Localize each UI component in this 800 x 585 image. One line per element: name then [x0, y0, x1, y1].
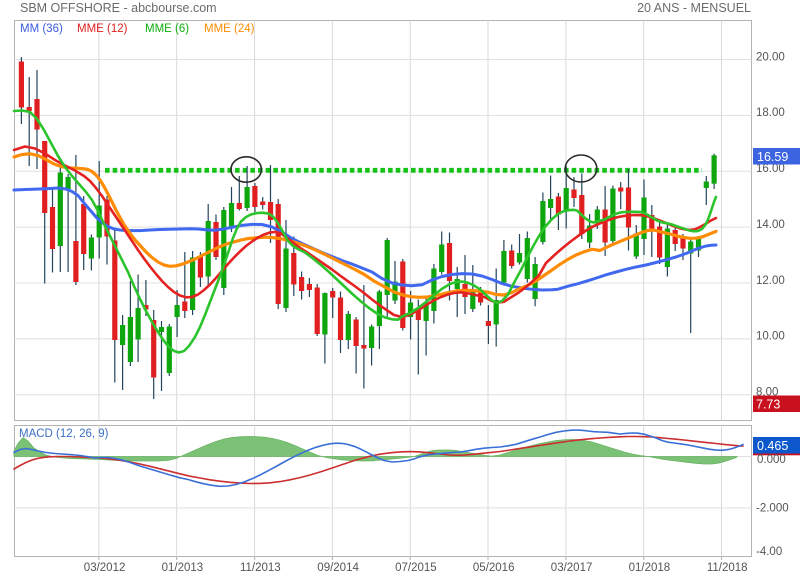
svg-text:16.00: 16.00	[756, 163, 785, 175]
svg-text:MACD (12, 26, 9): MACD (12, 26, 9)	[19, 428, 109, 440]
svg-text:05/2016: 05/2016	[473, 562, 515, 574]
svg-text:MM (36): MM (36)	[20, 23, 63, 35]
svg-text:10.00: 10.00	[756, 331, 785, 343]
svg-text:MME (24): MME (24)	[204, 23, 255, 35]
svg-text:01/2013: 01/2013	[162, 562, 204, 574]
svg-text:0.465: 0.465	[757, 439, 788, 453]
svg-text:16.59: 16.59	[757, 150, 788, 164]
svg-text:20 ANS - MENSUEL: 20 ANS - MENSUEL	[637, 1, 751, 15]
svg-text:12.00: 12.00	[756, 275, 785, 287]
svg-text:11/2013: 11/2013	[240, 562, 281, 574]
svg-text:01/2018: 01/2018	[629, 562, 671, 574]
svg-text:-2.000: -2.000	[756, 503, 789, 515]
svg-text:03/2017: 03/2017	[551, 562, 593, 574]
svg-text:20.00: 20.00	[756, 51, 785, 63]
svg-text:07/2015: 07/2015	[395, 562, 437, 574]
svg-text:SBM OFFSHORE - abcbourse.com: SBM OFFSHORE - abcbourse.com	[20, 1, 217, 15]
svg-text:0.000: 0.000	[757, 454, 786, 466]
svg-text:MME (6): MME (6)	[145, 23, 189, 35]
svg-text:MME (12): MME (12)	[77, 23, 128, 35]
svg-text:7.73: 7.73	[756, 397, 780, 411]
svg-text:09/2014: 09/2014	[317, 562, 359, 574]
svg-text:-4.00: -4.00	[756, 546, 782, 558]
svg-text:11/2018: 11/2018	[707, 562, 748, 574]
svg-text:18.00: 18.00	[756, 107, 785, 119]
svg-text:14.00: 14.00	[756, 219, 785, 231]
svg-text:03/2012: 03/2012	[84, 562, 126, 574]
